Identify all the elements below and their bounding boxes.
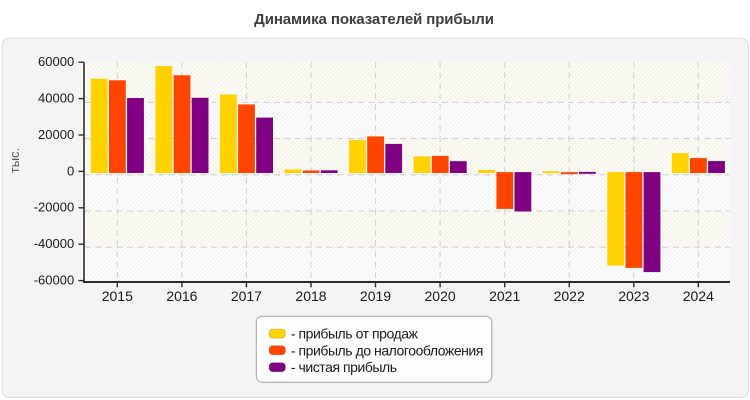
- svg-text:2018: 2018: [295, 288, 326, 304]
- svg-text:2020: 2020: [425, 288, 456, 304]
- svg-text:2024: 2024: [683, 288, 714, 304]
- svg-text:-60000: -60000: [34, 273, 74, 288]
- svg-text:-40000: -40000: [34, 236, 74, 251]
- svg-text:2021: 2021: [489, 288, 520, 304]
- svg-text:40000: 40000: [38, 91, 74, 106]
- svg-text:0: 0: [67, 163, 74, 178]
- svg-text:- чистая прибыль: - чистая прибыль: [291, 359, 397, 375]
- svg-text:60000: 60000: [38, 54, 74, 69]
- svg-text:- прибыль от продаж: - прибыль от продаж: [291, 326, 419, 342]
- svg-text:- прибыль до налогообложения: - прибыль до налогообложения: [291, 342, 483, 358]
- svg-text:2017: 2017: [231, 288, 262, 304]
- svg-text:2015: 2015: [102, 288, 133, 304]
- svg-text:2023: 2023: [618, 288, 649, 304]
- svg-text:2022: 2022: [554, 288, 585, 304]
- svg-text:тыс.: тыс.: [7, 148, 22, 173]
- svg-text:Динамика показателей прибыли: Динамика показателей прибыли: [254, 11, 494, 28]
- svg-text:-20000: -20000: [34, 200, 74, 215]
- svg-text:2016: 2016: [166, 288, 197, 304]
- svg-text:2019: 2019: [360, 288, 391, 304]
- svg-text:20000: 20000: [38, 127, 74, 142]
